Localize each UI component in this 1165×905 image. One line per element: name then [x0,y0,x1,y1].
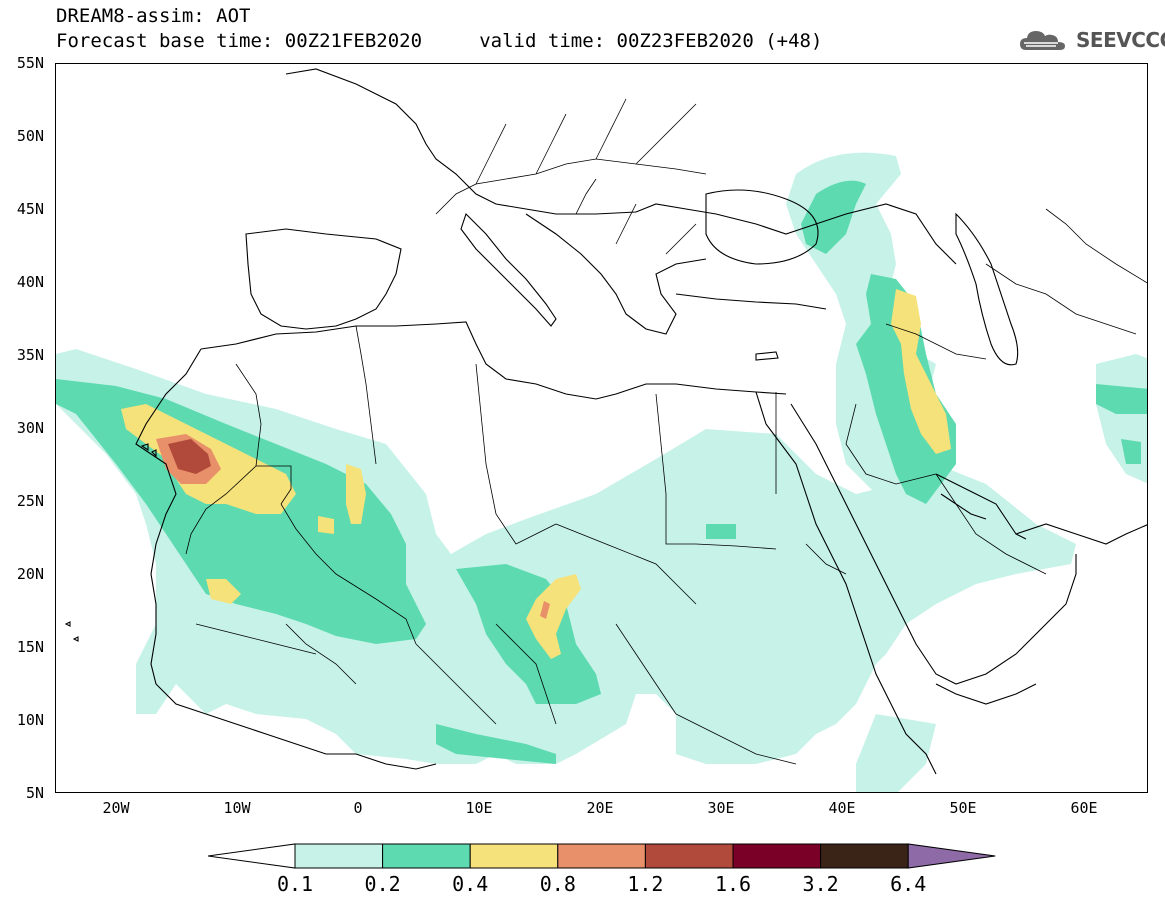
forecast-time-subtitle: Forecast base time: 00Z21FEB2020 valid t… [56,30,823,52]
country-borders [185,98,1147,765]
colorbar-segment [469,843,559,869]
latitude-label: 55N [16,54,44,72]
latitude-label: 40N [16,273,44,291]
map-title: DREAM8-assim: AOT [56,5,251,27]
latitude-label: 35N [16,346,44,364]
longitude-label: 10E [465,799,493,817]
colorbar-svg [207,843,996,869]
colorbar-segment [382,843,471,869]
colorbar-label: 0.2 [364,872,401,896]
colorbar-label: 1.2 [627,872,664,896]
latitude-label: 10N [16,711,44,729]
longitude-label: 20E [586,799,614,817]
colorbar-label: 3.2 [802,872,839,896]
longitude-label: 60E [1070,799,1098,817]
colorbar-over-arrow [907,843,996,869]
coastlines [64,68,1147,775]
colorbar-label: 6.4 [890,872,927,896]
latitude-label: 15N [16,638,44,656]
longitude-label: 0 [353,799,363,817]
longitude-label: 30E [707,799,735,817]
colorbar-label: 1.6 [714,872,752,896]
colorbar-label: 0.4 [452,872,489,896]
aot-level-1.2 [168,439,211,474]
aot-colorbar [207,842,1000,874]
colorbar-segment [294,843,384,869]
latitude-label: 20N [16,565,44,583]
aot-map-canvas [56,68,1147,792]
latitude-label: 30N [16,419,44,437]
aot-map [55,63,1148,793]
latitude-label: 50N [16,127,44,145]
colorbar-label: 0.8 [539,872,576,896]
longitude-label: 40E [828,799,856,817]
colorbar-segment [644,843,734,869]
colorbar-label: 0.1 [276,872,314,896]
latitude-label: 45N [16,200,44,218]
colorbar-segment [820,843,909,869]
colorbar-segment [557,843,646,869]
logo-text: SEEVCCC [1076,28,1165,52]
colorbar-segment [732,843,822,869]
colorbar-under-arrow [207,843,296,869]
seevccc-logo: SEEVCCC [1018,26,1165,54]
longitude-label: 20W [102,799,130,817]
longitude-label: 50E [949,799,977,817]
cloud-logo-icon [1020,31,1065,50]
latitude-label: 5N [25,784,44,802]
latitude-label: 25N [16,492,44,510]
longitude-label: 10W [223,799,251,817]
